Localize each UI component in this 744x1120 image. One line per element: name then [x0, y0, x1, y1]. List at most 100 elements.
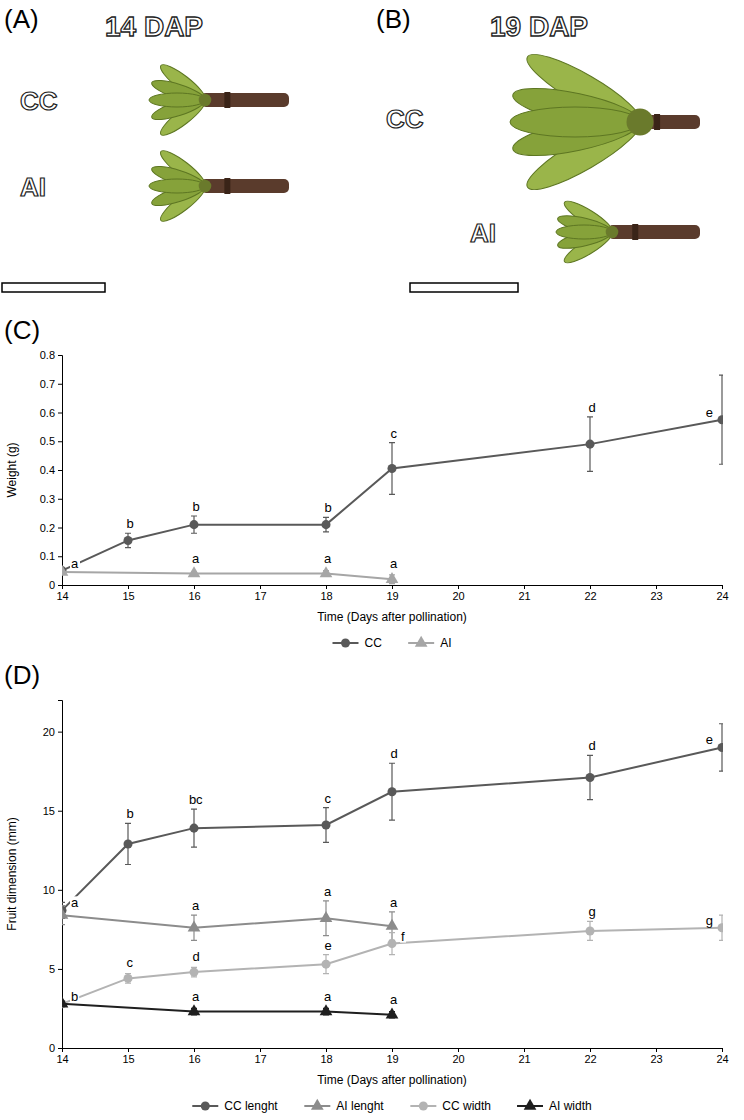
significance-label: d [588, 400, 595, 415]
fruit-lobe [150, 93, 208, 124]
data-point [123, 536, 132, 545]
significance-letter: a [323, 884, 333, 899]
x-tick-label: 20 [452, 1053, 464, 1065]
data-point [717, 415, 723, 424]
y-tick-label: 15 [43, 805, 55, 817]
y-tick-mark [58, 355, 62, 356]
letter-patch [323, 552, 333, 565]
y-tick-label: 0 [49, 579, 55, 591]
significance-label: e [324, 938, 331, 953]
x-tick: 16 [188, 585, 200, 602]
significance-letter: e [705, 732, 714, 747]
x-tick-label: 21 [518, 590, 530, 602]
series-line [62, 915, 392, 928]
significance-label: a [192, 989, 200, 1004]
x-axis-line [63, 586, 723, 590]
significance-letter: b [191, 499, 200, 514]
y-tick-mark [58, 528, 62, 529]
significance-letter: a [191, 551, 201, 566]
x-tick-mark [590, 1048, 591, 1052]
panel-letter: (B) [376, 4, 411, 34]
x-tick-label: 19 [386, 1053, 398, 1065]
data-point [717, 743, 723, 752]
y-axis-line [58, 701, 63, 1049]
significance-letter: b [125, 516, 134, 531]
legend: CCAI [332, 636, 451, 650]
letter-patch [587, 739, 596, 752]
legend-marker [201, 1101, 210, 1110]
photo-label: CC [386, 104, 424, 134]
significance-label: c [325, 791, 332, 806]
significance-label: a [324, 989, 332, 1004]
significance-letter: bc [188, 792, 204, 807]
fruit-lobe [510, 107, 643, 163]
fruit-photo [149, 60, 289, 140]
significance-letter: a [389, 556, 399, 571]
y-axis-line [58, 356, 63, 586]
significance-label: b [126, 806, 133, 821]
data-point [62, 996, 68, 1007]
photo-title: 19 DAP [490, 11, 588, 42]
x-tick-mark [260, 585, 261, 589]
y-tick-mark [58, 969, 62, 970]
x-tick: 23 [650, 1048, 662, 1065]
x-tick-label: 15 [122, 590, 134, 602]
fruit-base [606, 226, 619, 239]
x-tick-label: 18 [320, 590, 332, 602]
legend-label: AI [440, 636, 451, 650]
significance-label: e [706, 732, 713, 747]
letter-patch [389, 557, 399, 570]
legend-marker [415, 636, 428, 647]
x-tick: 21 [518, 585, 530, 602]
fruit-base [199, 94, 212, 107]
significance-letter: b [70, 989, 79, 1004]
data-point [123, 974, 132, 983]
photo-panel: (A)14 DAPCCAI [2, 4, 289, 292]
significance-label: c [391, 426, 398, 441]
y-tick: 0 [49, 579, 62, 591]
legend-marker [419, 1101, 428, 1110]
significance-label: bc [189, 792, 203, 807]
fruit-lobe [556, 225, 614, 252]
x-tick-mark [722, 585, 723, 589]
series [62, 901, 398, 941]
letter-patch [400, 930, 406, 943]
x-tick-label: 24 [716, 590, 728, 602]
letter-patch [323, 885, 333, 898]
x-tick: 22 [584, 585, 596, 602]
legend-item: AI width [517, 1099, 592, 1113]
significance-label: a [390, 556, 398, 571]
y-tick: 15 [43, 805, 62, 817]
fruit-photo [510, 44, 700, 200]
significance-letter: d [389, 746, 398, 761]
x-tick: 15 [122, 1048, 134, 1065]
x-tick: 24 [716, 585, 728, 602]
x-tick: 19 [386, 1048, 398, 1065]
chart: (D)141516171819202122232405101520Time (D… [4, 660, 729, 1113]
x-tick-mark [458, 1048, 459, 1052]
significance-letter: a [191, 989, 201, 1004]
x-tick: 23 [650, 585, 662, 602]
y-tick-label: 0 [49, 1042, 55, 1054]
significance-letter: a [70, 556, 80, 571]
data-point [585, 773, 594, 782]
significance-letter: c [126, 955, 135, 970]
legend-label: CC lenght [224, 1099, 278, 1113]
photo-panel: (B)19 DAPCCAI [376, 4, 700, 292]
x-tick-label: 19 [386, 590, 398, 602]
x-tick: 17 [254, 585, 266, 602]
legend-label: AI width [549, 1099, 592, 1113]
x-tick-label: 20 [452, 590, 464, 602]
significance-letter: e [705, 405, 714, 420]
x-tick-mark [194, 1048, 195, 1052]
x-tick: 22 [584, 1048, 596, 1065]
y-axis: 05101520 [43, 701, 63, 1055]
y-tick-mark [58, 499, 62, 500]
x-tick-mark [524, 585, 525, 589]
fruit-stalk [201, 93, 289, 107]
y-tick: 0.1 [40, 550, 62, 562]
y-axis: 00.10.20.30.40.50.60.70.8 [40, 349, 63, 591]
y-tick-mark [58, 384, 62, 385]
x-axis: 1415161718192021222324 [56, 1048, 728, 1065]
x-tick-mark [128, 585, 129, 589]
